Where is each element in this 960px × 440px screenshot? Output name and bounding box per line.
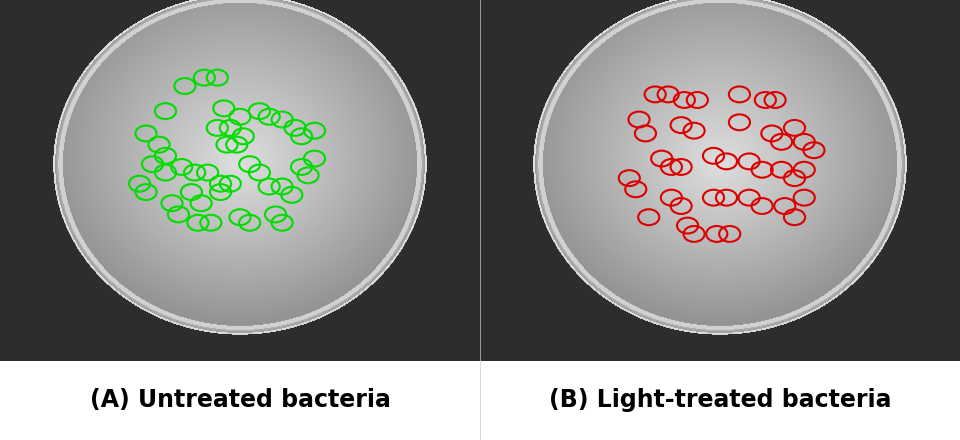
Text: (A) Untreated bacteria: (A) Untreated bacteria <box>89 389 391 412</box>
Text: (B) Light-treated bacteria: (B) Light-treated bacteria <box>549 389 891 412</box>
